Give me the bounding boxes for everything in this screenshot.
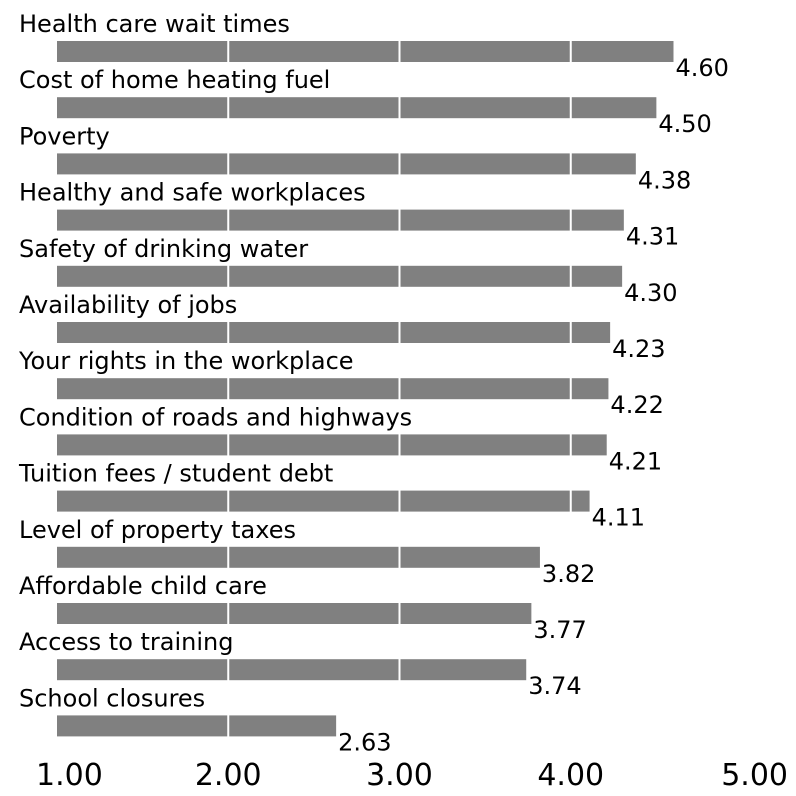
bar <box>57 41 674 62</box>
data-label: 4.38 <box>638 166 691 194</box>
bar <box>57 153 636 175</box>
bar <box>57 322 611 343</box>
category-label: Health care wait times <box>19 10 290 38</box>
bar <box>57 265 623 287</box>
x-tick-label: 5.00 <box>721 758 788 793</box>
data-label: 2.63 <box>338 728 391 756</box>
x-tick-label: 2.00 <box>195 758 262 793</box>
data-label: 4.11 <box>592 504 645 532</box>
data-label: 4.22 <box>610 391 663 419</box>
category-label: Your rights in the workplace <box>18 347 354 375</box>
x-tick-label: 4.00 <box>537 758 604 793</box>
data-label: 4.31 <box>626 223 679 251</box>
bar <box>57 434 607 456</box>
data-label: 3.82 <box>542 560 595 588</box>
data-label: 4.23 <box>612 335 665 363</box>
x-tick-label: 3.00 <box>366 758 433 793</box>
data-label: 3.74 <box>528 672 581 700</box>
data-label: 4.60 <box>676 54 729 82</box>
x-axis: 1.00 2.00 3.00 4.00 5.00 <box>36 758 788 793</box>
category-label: Condition of roads and highways <box>19 403 412 431</box>
category-label: Cost of home heating fuel <box>19 66 330 94</box>
category-label: Safety of drinking water <box>19 235 308 263</box>
bar <box>57 603 532 624</box>
bar <box>57 659 527 681</box>
x-tick-label: 1.00 <box>36 758 103 793</box>
gridlines-layer <box>227 39 572 739</box>
bar <box>57 97 657 119</box>
category-label: Level of property taxes <box>19 516 296 544</box>
bar <box>57 715 337 737</box>
category-label: School closures <box>19 684 205 712</box>
category-label: Tuition fees / student debt <box>18 460 333 488</box>
bar <box>57 490 590 512</box>
category-label: Poverty <box>19 122 110 150</box>
bar <box>57 546 540 568</box>
bar <box>57 209 624 231</box>
data-label: 4.30 <box>624 279 677 307</box>
category-label: Availability of jobs <box>19 291 237 319</box>
category-label: Affordable child care <box>19 572 267 600</box>
category-label: Access to training <box>19 628 234 656</box>
bars-layer <box>57 41 674 737</box>
labels-layer: Health care wait times 4.60 Cost of home h… <box>18 10 729 756</box>
data-label: 4.21 <box>609 447 662 475</box>
category-label: Healthy and safe workplaces <box>19 179 366 207</box>
bar <box>57 378 609 400</box>
data-label: 3.77 <box>533 616 586 644</box>
data-label: 4.50 <box>658 110 711 138</box>
